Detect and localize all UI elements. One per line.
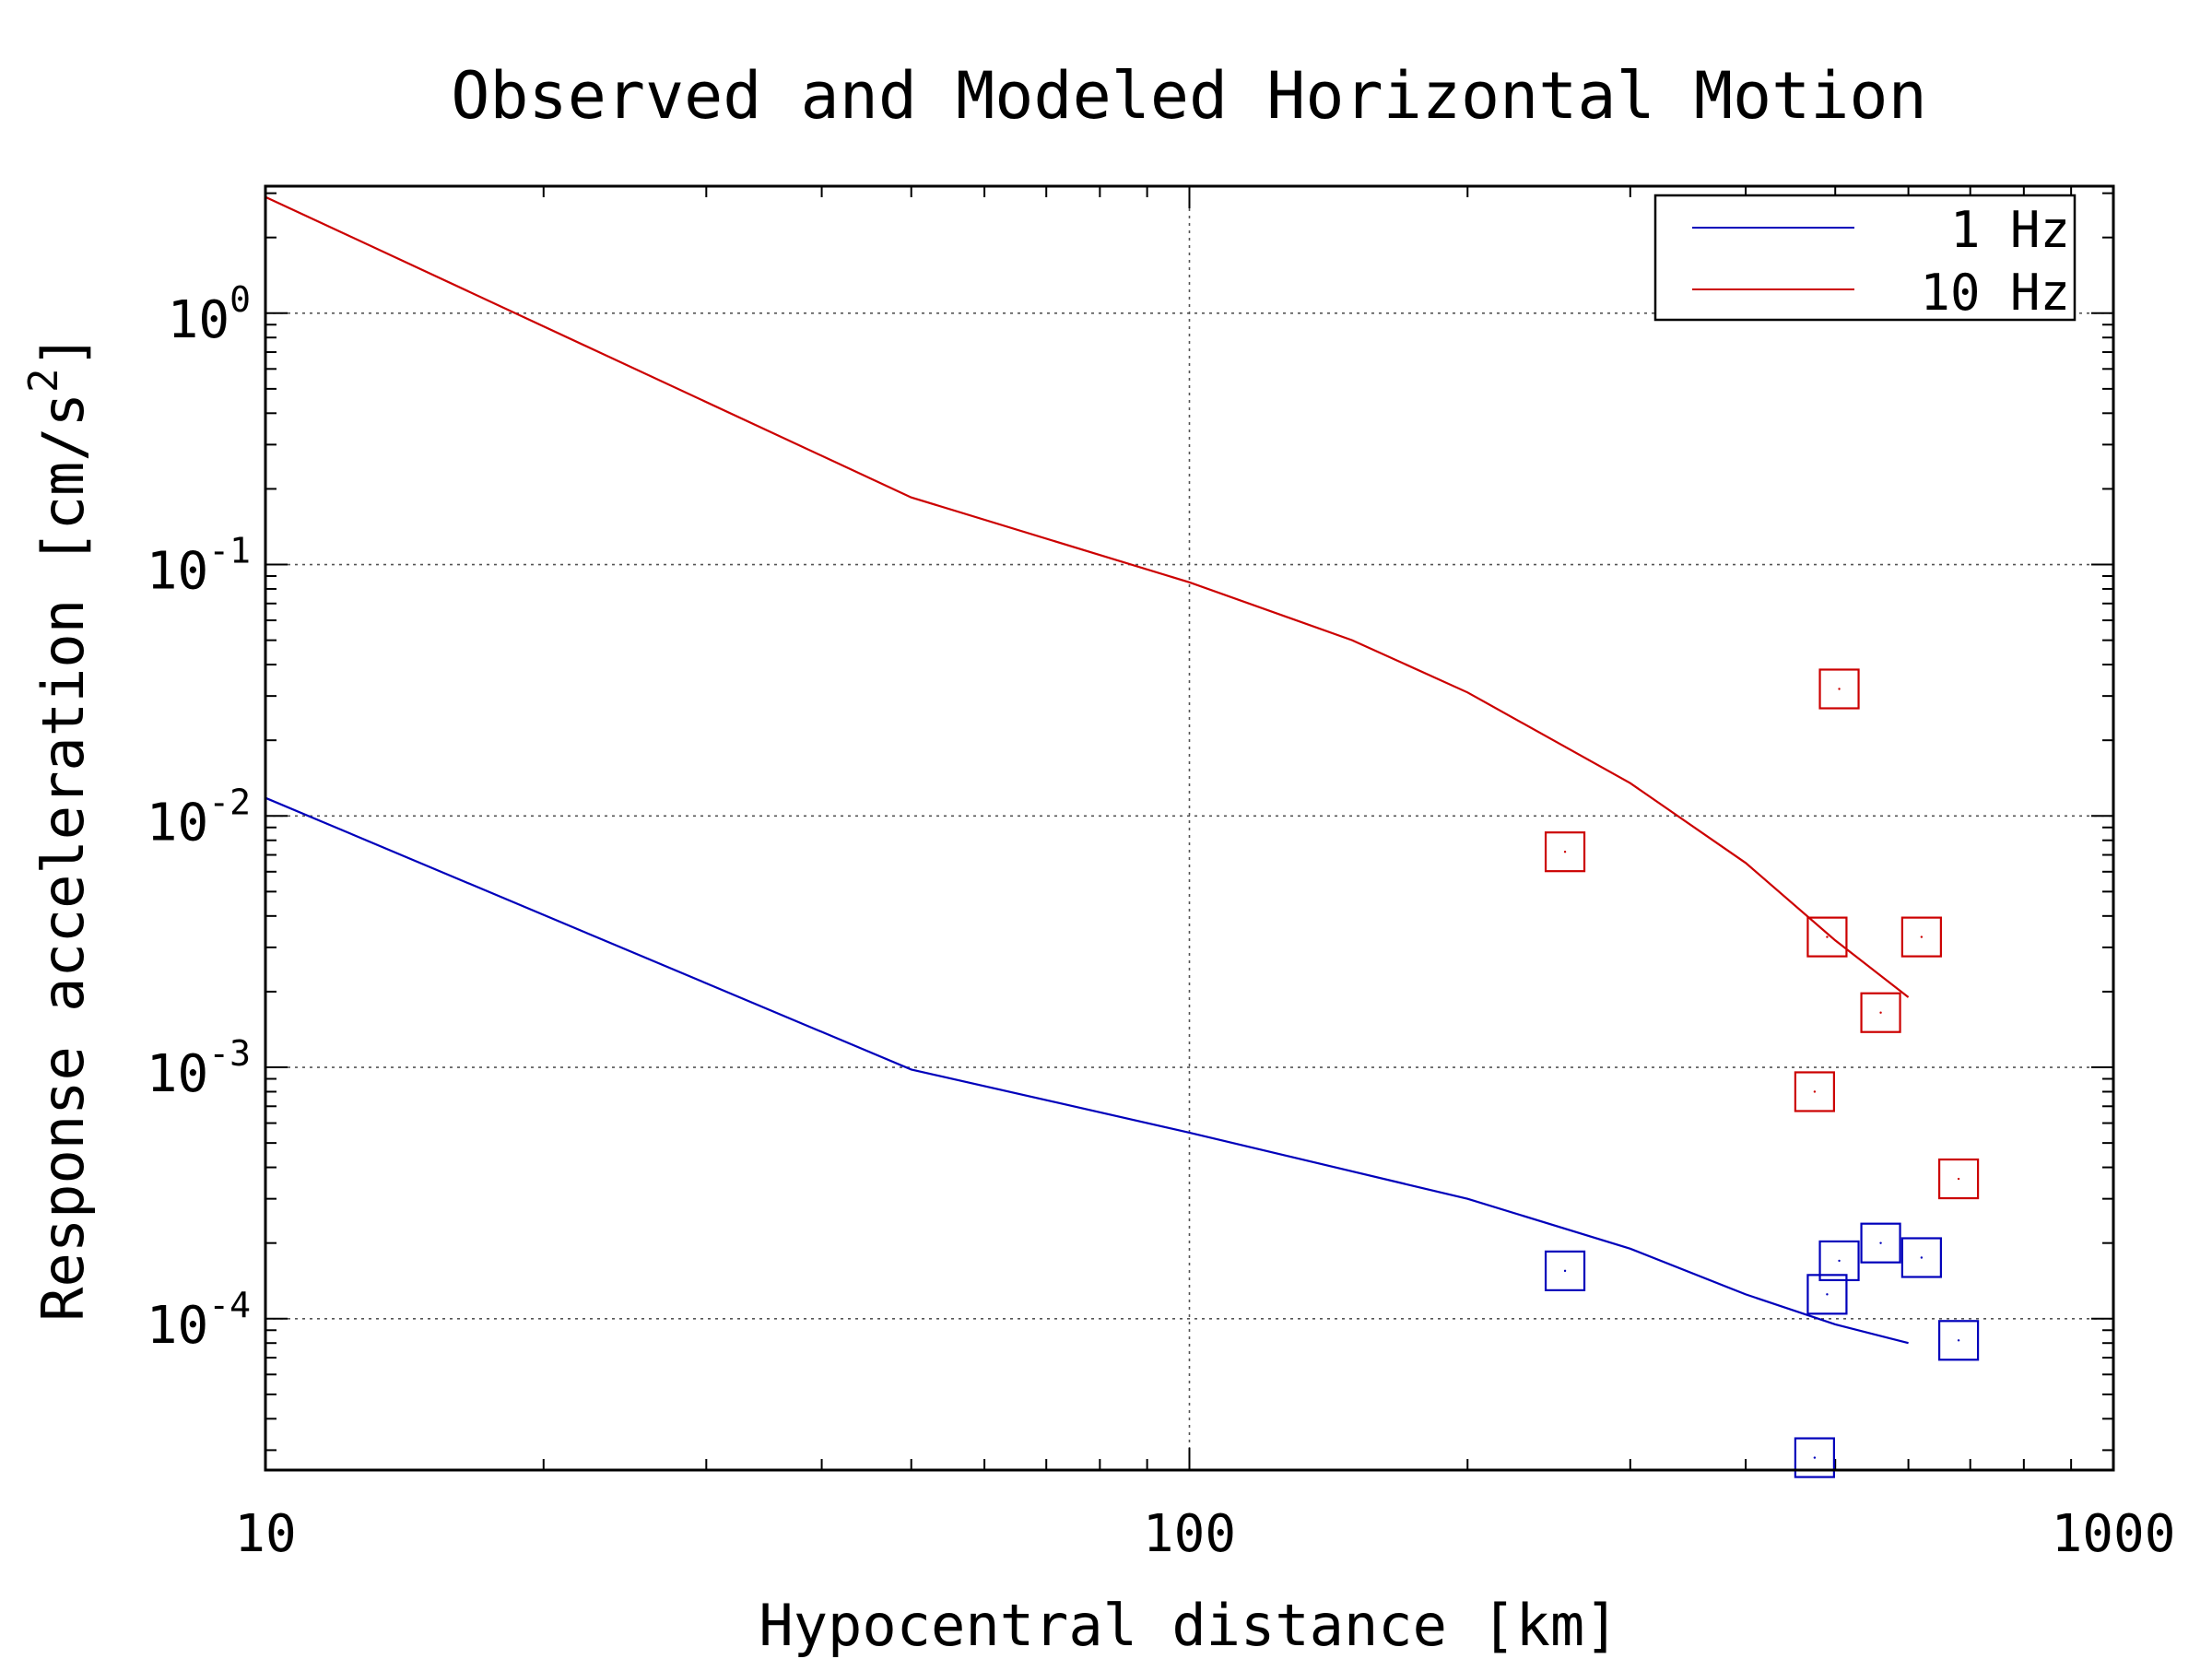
y-tick-label-base: 10: [147, 542, 208, 602]
observed-point-1-6: [1937, 1158, 1980, 1200]
observed-point-1-0: [1544, 831, 1586, 873]
observed-point-0-1: [1794, 1437, 1835, 1478]
grid: [265, 186, 2113, 1470]
y-tick-label-exp: 0: [229, 279, 251, 320]
y-tick-label-base: 10: [168, 290, 229, 350]
observed-point-center-0-2: [1826, 1293, 1829, 1296]
observed-point-center-1-3: [1838, 688, 1841, 690]
observed-point-1-4: [1860, 992, 1901, 1033]
observed-point-0-4: [1860, 1222, 1901, 1264]
x-tick-label-1: 100: [1143, 1504, 1236, 1564]
observed-point-center-0-1: [1813, 1456, 1817, 1459]
ticks: [265, 186, 2114, 1470]
y-tick-label-exp: -1: [208, 531, 251, 571]
y-axis-label-end: ]: [29, 334, 97, 368]
observed-point-1-5: [1900, 916, 1942, 958]
y-tick-label-exp: -3: [208, 1033, 251, 1074]
legend-label-10hz: 10 Hz: [1890, 264, 2070, 322]
observed-point-1-2: [1806, 916, 1848, 958]
observed-point-0-2: [1806, 1274, 1848, 1315]
observed-point-center-0-3: [1838, 1259, 1841, 1263]
observed-point-0-3: [1818, 1240, 1860, 1282]
legend-label-1hz: 1 Hz: [1890, 201, 2070, 259]
y-tick-label-exp: -4: [208, 1285, 251, 1325]
x-tick-label-0: 10: [234, 1504, 296, 1564]
observed-point-center-0-5: [1920, 1256, 1924, 1259]
observed-point-center-0-6: [1957, 1339, 1960, 1342]
observed-point-0-5: [1900, 1237, 1942, 1278]
y-axis-label-main: Response acceleration [cm/s: [29, 393, 97, 1322]
y-tick-label-base: 10: [147, 1044, 208, 1104]
y-tick-label-base: 10: [147, 1296, 208, 1356]
y-tick-label-0: 100: [168, 279, 251, 350]
observed-point-center-1-1: [1813, 1090, 1817, 1093]
series-line-1: [265, 195, 1910, 998]
x-axis-label: Hypocentral distance [km]: [759, 1592, 1618, 1659]
observed-point-center-1-4: [1879, 1011, 1882, 1014]
series-group: [265, 195, 1980, 1478]
y-tick-label-1: 10-1: [147, 531, 251, 602]
observed-point-center-1-0: [1563, 850, 1567, 853]
y-tick-label-exp: -2: [208, 782, 251, 822]
plot-frame: [264, 184, 2115, 1472]
observed-point-center-1-6: [1957, 1177, 1960, 1181]
observed-point-1-3: [1818, 668, 1860, 710]
observed-point-center-1-2: [1826, 935, 1829, 938]
y-axis-label-sup: 2: [20, 368, 67, 393]
legend: 1 Hz 10 Hz: [1653, 194, 2077, 322]
observed-point-0-0: [1544, 1250, 1586, 1291]
legend-box: [1653, 194, 2077, 322]
x-tick-label-2: 1000: [2052, 1504, 2176, 1564]
observed-point-1-1: [1794, 1071, 1835, 1112]
observed-point-0-6: [1937, 1320, 1980, 1361]
observed-point-center-0-0: [1563, 1269, 1567, 1273]
y-axis-label: Response acceleration [cm/s2]: [20, 334, 97, 1322]
series-line-0: [265, 796, 1909, 1345]
observed-point-center-1-5: [1920, 935, 1924, 938]
y-tick-label-2: 10-2: [147, 782, 251, 853]
chart-title: Observed and Modeled Horizontal Motion: [451, 58, 1926, 134]
y-tick-label-3: 10-3: [147, 1033, 251, 1104]
y-tick-label-base: 10: [147, 793, 208, 853]
y-tick-label-4: 10-4: [147, 1285, 251, 1356]
observed-point-center-0-4: [1879, 1241, 1882, 1244]
